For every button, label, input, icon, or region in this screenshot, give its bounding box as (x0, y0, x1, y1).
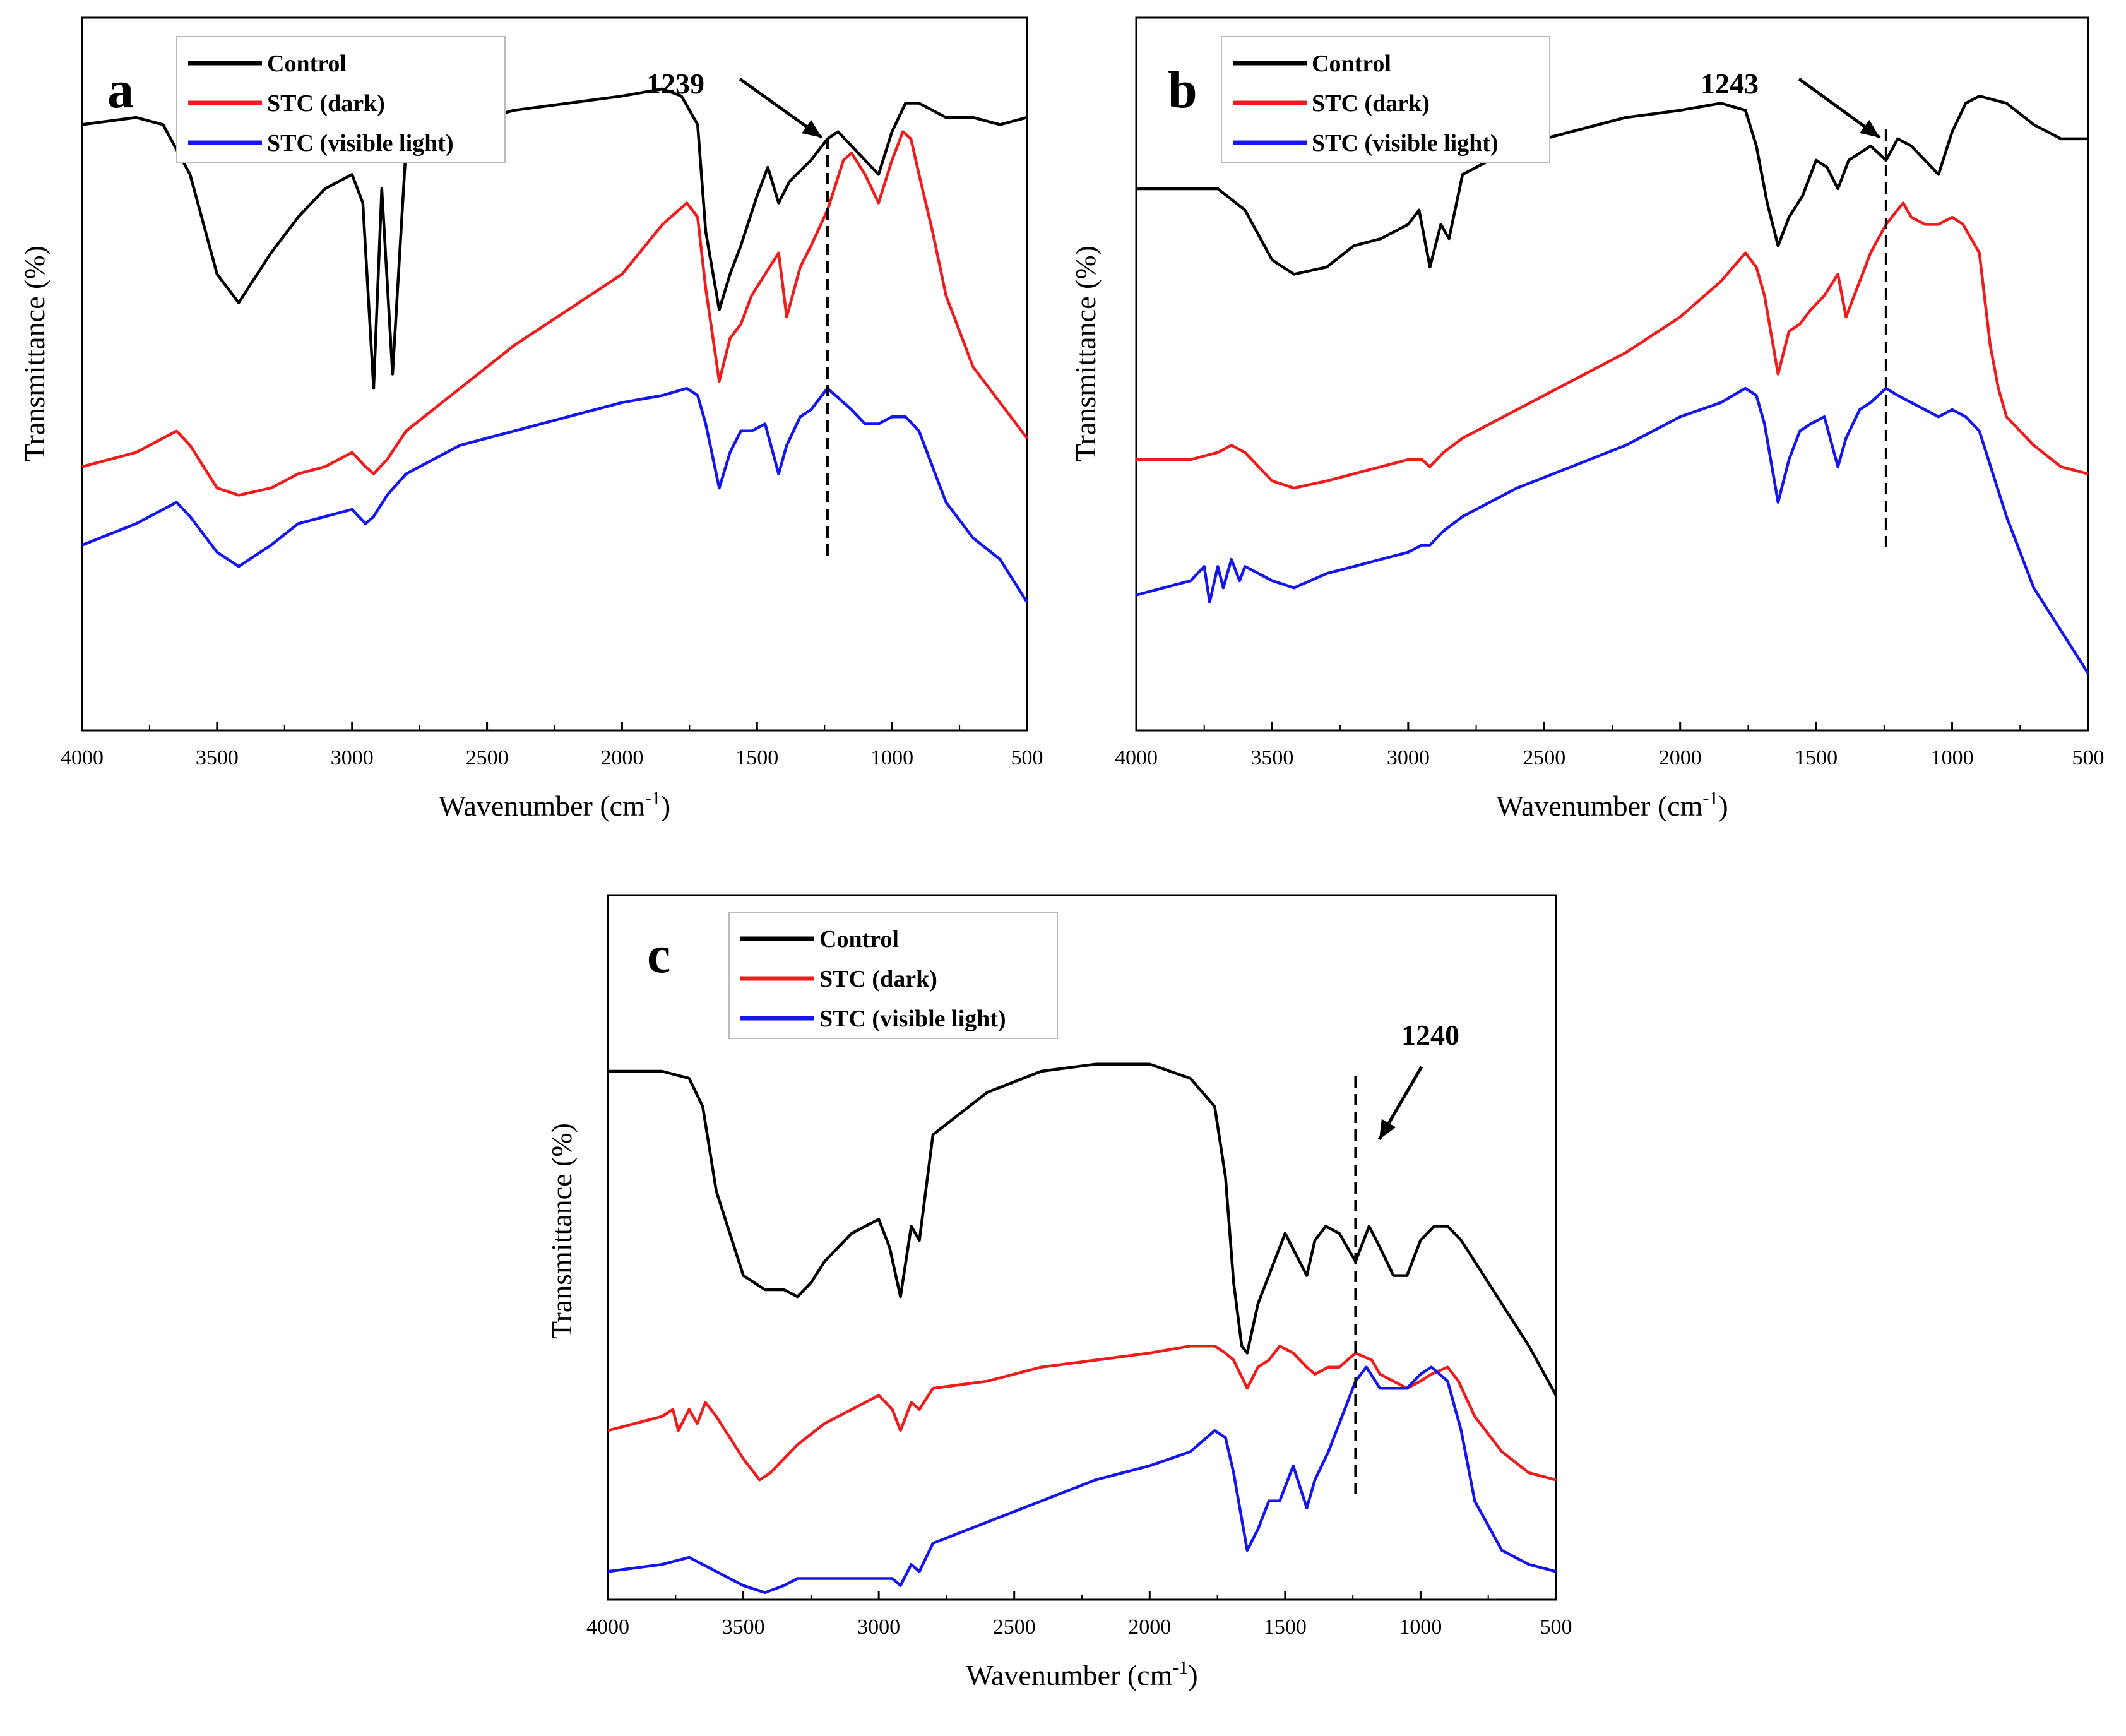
panel-letter: a (107, 61, 134, 119)
annotation-label: 1239 (646, 68, 704, 100)
legend-stc-visible-light-label: STC (visible light) (819, 1006, 1006, 1032)
x-axis-title-sup: -1 (1702, 788, 1718, 809)
x-tick-label: 3500 (196, 746, 239, 770)
x-tick-label: 4000 (61, 746, 104, 770)
annotation-arrow-head (1860, 119, 1880, 138)
x-tick-label: 2500 (1523, 746, 1565, 770)
x-axis-title-close: ) (1718, 790, 1728, 822)
x-tick-label: 2000 (1659, 746, 1702, 770)
x-axis-title-close: ) (1188, 1659, 1197, 1691)
legend-stc-dark-label: STC (dark) (819, 966, 937, 992)
annotation-label: 1243 (1701, 68, 1759, 100)
y-axis-title: Transmittance (%) (18, 246, 50, 461)
x-tick-label: 3000 (331, 746, 374, 770)
panel-c: 4000 3500 3000 2500 2000 1500 1000 500 Wavenumbe… (545, 894, 1572, 1691)
x-axis-title-main: Wavenumber (cm (966, 1659, 1172, 1691)
panel-a: 4000 3500 3000 2500 2000 1500 1000 500 Wavenumbe… (18, 16, 1043, 822)
annotation-arrow-head (802, 119, 822, 138)
x-tick-label: 3000 (1387, 746, 1430, 770)
x-axis-title-main: Wavenumber (cm (439, 790, 645, 822)
x-axis-title: Wavenumber (cm-1) (1496, 788, 1728, 822)
legend-stc-dark-label: STC (dark) (1312, 90, 1430, 117)
legend-stc-dark-label: STC (dark) (267, 90, 385, 117)
series-stc-visible-light (1136, 386, 2089, 674)
series-control (81, 87, 1028, 390)
series-control (1136, 94, 2088, 276)
x-axis-title: Wavenumber (cm-1) (966, 1657, 1197, 1691)
series-stc-visible-light (81, 386, 1028, 603)
legend-control-label: Control (267, 51, 347, 77)
x-tick-label: 4000 (1115, 746, 1158, 770)
x-axis-title-sup: -1 (645, 788, 661, 809)
x-tick-label: 3500 (1250, 746, 1293, 770)
x-tick-label: 1000 (870, 746, 913, 770)
x-axis-title-sup: -1 (1172, 1657, 1188, 1678)
legend-control-label: Control (1312, 51, 1391, 77)
x-tick-label: 2500 (993, 1615, 1036, 1639)
x-tick-label: 1000 (1931, 746, 1974, 770)
x-axis-title-main: Wavenumber (cm (1496, 790, 1702, 822)
series-stc-dark (1136, 201, 2089, 490)
annotation-label: 1240 (1401, 1019, 1459, 1051)
series-stc-dark (81, 130, 1028, 497)
series-stc-visible-light (607, 1365, 1557, 1595)
x-tick-label: 2000 (600, 746, 643, 770)
series-stc-dark (607, 1344, 1557, 1482)
x-tick-label: 3500 (722, 1615, 765, 1639)
x-axis-title-close: ) (661, 790, 670, 822)
series-control (608, 1062, 1557, 1396)
annotation-arrow-head (1379, 1119, 1396, 1139)
x-tick-label: 1500 (1795, 746, 1838, 770)
y-axis-title: Transmittance (%) (545, 1123, 578, 1339)
x-tick-label: 1000 (1399, 1615, 1442, 1639)
x-tick-label: 500 (1011, 746, 1043, 770)
x-tick-label: 2000 (1128, 1615, 1171, 1639)
legend-stc-visible-light-label: STC (visible light) (267, 130, 454, 157)
panel-b: 4000 3500 3000 2500 2000 1500 1000 500 Wavenumbe… (1069, 16, 2105, 822)
panel-letter: b (1168, 61, 1197, 119)
legend-control-label: Control (819, 926, 899, 953)
x-tick-label: 500 (2072, 746, 2105, 770)
y-axis-title: Transmittance (%) (1069, 246, 1102, 461)
x-tick-label: 4000 (586, 1615, 629, 1639)
x-tick-label: 3000 (857, 1615, 900, 1639)
x-tick-label: 2500 (466, 746, 509, 770)
x-tick-label: 1500 (735, 746, 778, 770)
x-tick-label: 500 (1540, 1615, 1572, 1639)
x-axis-title: Wavenumber (cm-1) (439, 788, 670, 822)
legend-stc-visible-light-label: STC (visible light) (1312, 130, 1499, 157)
x-tick-label: 1500 (1264, 1615, 1307, 1639)
panel-letter: c (647, 925, 670, 984)
